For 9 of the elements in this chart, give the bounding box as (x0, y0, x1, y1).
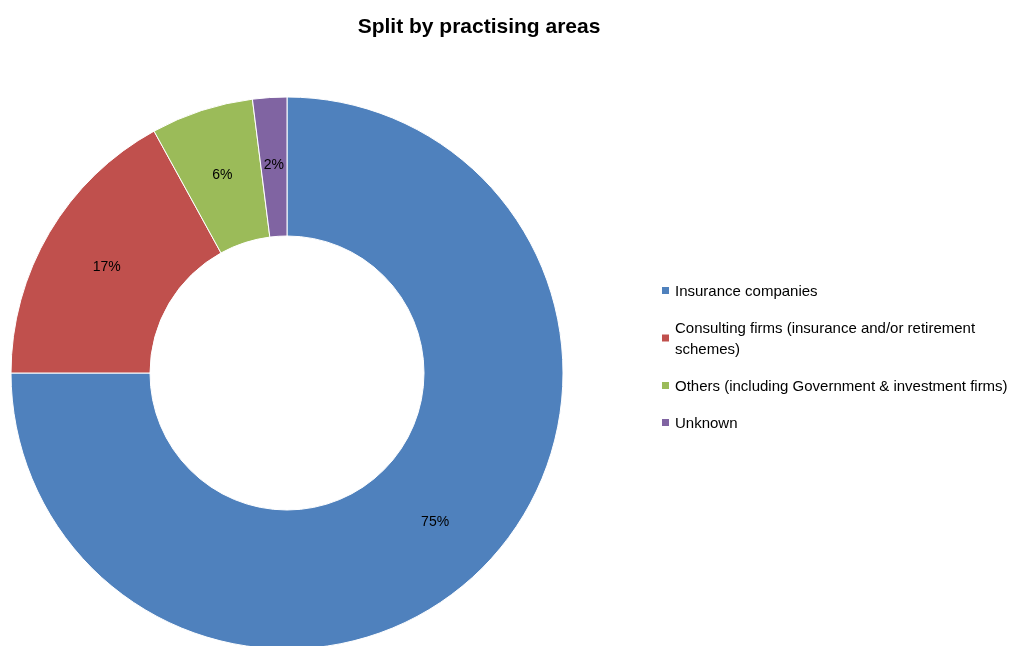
legend-label: Insurance companies (675, 282, 818, 299)
data-label: 2% (263, 155, 284, 172)
legend-label: Consulting firms (insurance and/or retirement schemes) (675, 319, 980, 357)
legend-label: Others (including Government & investment firms) (675, 377, 1008, 394)
chart-title: Split by practising areas (357, 14, 601, 37)
legend-label: Unknown (675, 414, 738, 431)
data-label: 17% (92, 258, 121, 275)
data-label: 75% (421, 513, 450, 530)
data-label: 6% (212, 165, 233, 182)
